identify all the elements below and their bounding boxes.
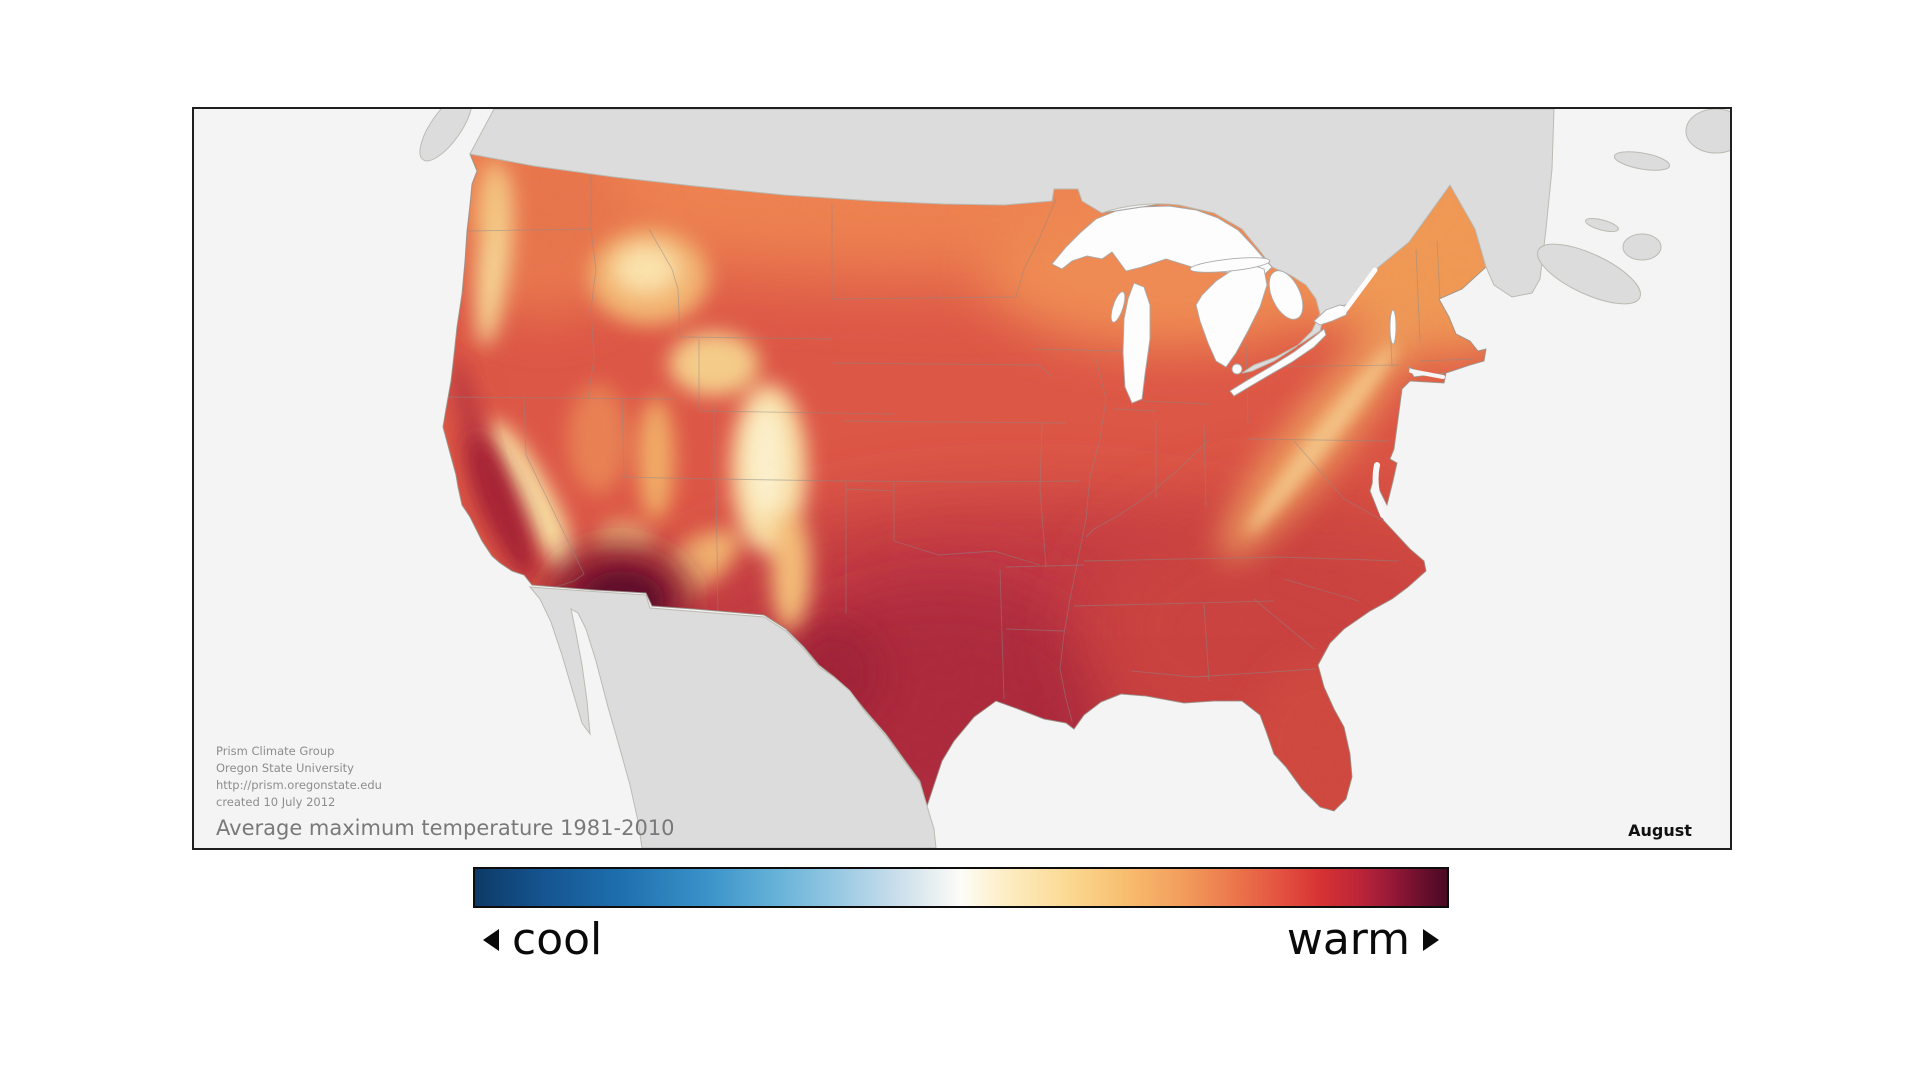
credit-created: created 10 July 2012 <box>216 795 336 809</box>
green-bay <box>1110 291 1126 323</box>
lake-michigan <box>1122 282 1151 404</box>
month-label: August <box>1628 821 1692 840</box>
credits-block: Prism Climate Group Oregon State Univers… <box>216 743 675 840</box>
state-borders <box>446 169 1475 722</box>
vancouver-island <box>419 109 473 162</box>
canada-landmass <box>469 109 1555 374</box>
colorbar-labels: cool warm <box>473 912 1449 968</box>
long-island-sound <box>1409 369 1445 379</box>
us-temperature-map <box>419 109 1730 848</box>
noaa-block: NOAA August <box>1614 80 1706 840</box>
lake-erie <box>1229 328 1327 397</box>
lake-superior <box>1051 205 1273 278</box>
noaa-logo-icon: NOAA <box>1614 80 1920 819</box>
lake-st-clair <box>1231 363 1243 375</box>
lake-champlain <box>1389 309 1397 345</box>
warm-label-group: warm <box>1287 916 1439 964</box>
credit-org-line2: Oregon State University <box>216 761 354 775</box>
us-outline <box>442 153 1487 812</box>
credit-org-line1: Prism Climate Group <box>216 744 335 758</box>
warm-label: warm <box>1286 914 1410 965</box>
map-title: Average maximum temperature 1981-2010 <box>216 816 675 840</box>
nova-scotia <box>1537 243 1641 305</box>
prince-edward-island <box>1585 217 1619 233</box>
st-lawrence-river <box>1343 267 1378 312</box>
georgian-bay <box>1268 270 1304 320</box>
anticosti-island <box>1613 151 1671 171</box>
chesapeake-bay <box>1372 462 1386 518</box>
cape-breton-island <box>1622 233 1662 261</box>
mexico-landmass <box>528 586 937 848</box>
cool-arrow-icon <box>483 929 499 951</box>
credit-url: http://prism.oregonstate.edu <box>216 778 382 792</box>
newfoundland <box>1685 109 1730 154</box>
cool-label-group: cool <box>483 916 602 964</box>
great-lakes <box>1051 205 1397 404</box>
map-panel: Prism Climate Group Oregon State Univers… <box>192 107 1732 850</box>
north-channel <box>1189 257 1271 273</box>
cool-label: cool <box>512 914 603 965</box>
temperature-colorbar <box>473 867 1449 908</box>
warm-arrow-icon <box>1423 929 1439 951</box>
